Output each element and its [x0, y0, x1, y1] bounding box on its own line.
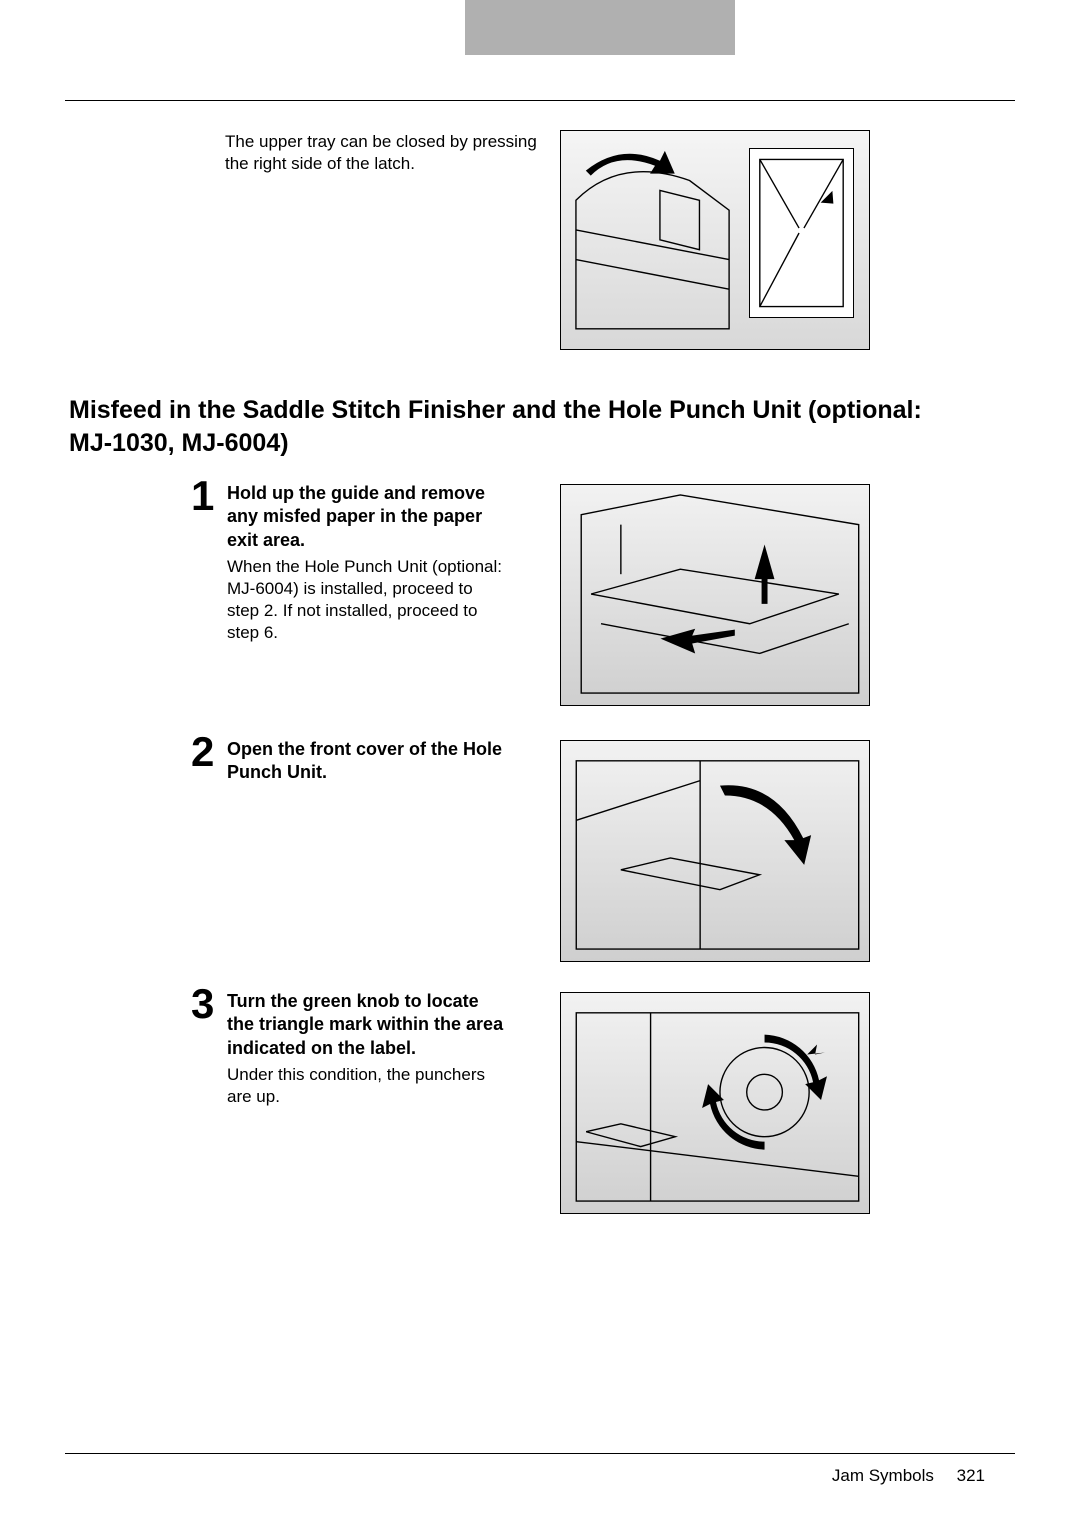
step-body: Under this condition, the punchers are u… [227, 1064, 507, 1108]
open-front-cover-illustration-icon [561, 741, 869, 961]
intro-paragraph: The upper tray can be closed by pressing… [225, 131, 545, 175]
green-knob-illustration-icon [561, 993, 869, 1213]
step-3: 3 Turn the green knob to locate the tria… [227, 990, 507, 1108]
figure-close-upper-tray [560, 130, 870, 350]
step-number: 1 [191, 472, 214, 520]
figure-step-3 [560, 992, 870, 1214]
top-divider [65, 100, 1015, 101]
step-number: 3 [191, 980, 214, 1028]
step-title: Hold up the guide and remove any misfed … [227, 482, 507, 552]
figure-step-1 [560, 484, 870, 706]
header-grey-bar [465, 0, 735, 55]
footer-label: Jam Symbols [832, 1466, 934, 1485]
step-1: 1 Hold up the guide and remove any misfe… [227, 482, 507, 645]
step-number: 2 [191, 728, 214, 776]
page-footer: Jam Symbols 321 [832, 1466, 985, 1486]
callout-detail-icon [750, 149, 853, 317]
footer-page-number: 321 [957, 1466, 985, 1485]
bottom-divider [65, 1453, 1015, 1454]
step-2: 2 Open the front cover of the Hole Punch… [227, 738, 507, 789]
printer-tray-illustration-icon [571, 141, 739, 339]
step-title: Open the front cover of the Hole Punch U… [227, 738, 507, 785]
paper-exit-illustration-icon [561, 485, 869, 705]
figure-step-2 [560, 740, 870, 962]
step-body: When the Hole Punch Unit (optional: MJ-6… [227, 556, 507, 644]
step-title: Turn the green knob to locate the triang… [227, 990, 507, 1060]
section-heading: Misfeed in the Saddle Stitch Finisher an… [69, 394, 960, 459]
